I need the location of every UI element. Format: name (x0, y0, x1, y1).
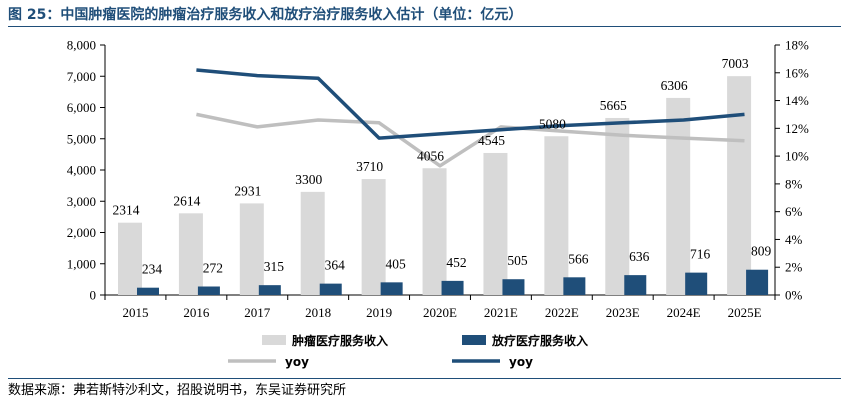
bar-tumor-revenue (422, 168, 447, 295)
label-tumor-revenue: 6306 (661, 78, 688, 93)
label-tumor-revenue: 4545 (478, 133, 505, 148)
x-tick-label: 2020E (423, 305, 457, 320)
bar-radiotherapy-revenue (380, 282, 403, 295)
bar-radiotherapy-revenue (502, 279, 525, 295)
bar-radiotherapy-revenue (137, 287, 159, 295)
line-yoy-tumor-revenue (196, 112, 745, 168)
x-tick-label: 2016 (183, 305, 210, 320)
line-yoy-radiotherapy-revenue (196, 68, 745, 140)
bar-tumor-revenue (666, 97, 691, 295)
bar-radiotherapy-revenue (746, 269, 769, 295)
right-tick-label: 2% (785, 260, 803, 275)
tumor-revenue-labels: 2314 2614 2931 3300 3710 4056 4545 5080 5665 6306… (113, 56, 749, 218)
legend-swatch-radiotherapy-revenue (462, 335, 486, 345)
x-tick-label: 2019 (366, 305, 392, 320)
label-radiotherapy-revenue: 364 (325, 258, 346, 273)
label-tumor-revenue: 2314 (113, 203, 140, 218)
x-tick-label: 2022E (545, 305, 579, 320)
bar-radiotherapy-revenue (197, 286, 220, 295)
bar-tumor-revenue (727, 76, 752, 295)
x-tick-label: 2015 (122, 305, 148, 320)
left-tick-label: 1,000 (67, 256, 96, 271)
label-radiotherapy-revenue: 405 (386, 256, 407, 271)
label-tumor-revenue: 3300 (295, 172, 322, 187)
source-note: 数据来源：弗若斯特沙利文，招股说明书，东吴证券研究所 (8, 378, 841, 403)
x-tick-label: 2017 (244, 305, 271, 320)
right-tick-label: 4% (785, 232, 803, 247)
bar-tumor-revenue (361, 179, 386, 295)
right-tick-label: 12% (785, 121, 809, 136)
left-tick-label: 7,000 (67, 69, 96, 84)
bar-radiotherapy-revenue (441, 280, 464, 295)
bar-tumor-revenue (239, 203, 264, 295)
left-tick-label: 2,000 (67, 225, 96, 240)
x-tick-label: 2025E (728, 305, 762, 320)
label-tumor-revenue: 5665 (600, 98, 627, 113)
bar-radiotherapy-revenue (685, 272, 708, 295)
label-radiotherapy-revenue: 272 (203, 261, 223, 276)
bar-radiotherapy-revenue (563, 277, 586, 295)
label-tumor-revenue: 2931 (234, 183, 261, 198)
left-y-axis: 0 1,000 2,000 3,000 4,000 5,000 6,000 7,000 8,00… (67, 38, 105, 303)
left-tick-label: 0 (90, 288, 97, 303)
yoy-lines (196, 68, 745, 168)
legend: 肿瘤医疗服务收入 放疗医疗服务收入 yoy yoy (228, 333, 588, 369)
bar-radiotherapy-revenue (319, 283, 342, 295)
chart: 0 1,000 2,000 3,000 4,000 5,000 6,000 7,000 8,00… (67, 38, 809, 370)
right-tick-label: 8% (785, 176, 803, 191)
bar-tumor-revenue (483, 152, 508, 295)
bar-radiotherapy-revenue (624, 275, 647, 295)
label-radiotherapy-revenue: 809 (751, 244, 772, 259)
x-axis: 2015 2016 2017 2018 2019 2020E 2021E 2022E 2023E… (104, 295, 776, 320)
radiotherapy-revenue-labels: 234 272 315 364 405 452 505 566 636 716 809 (142, 244, 772, 277)
series-tumor-revenue-bars (118, 76, 752, 295)
right-y-axis: 0% 2% 4% 6% 8% 10% 12% 14% 16% 18% (775, 38, 809, 303)
label-tumor-revenue: 5080 (539, 116, 566, 131)
left-tick-label: 4,000 (67, 163, 96, 178)
left-tick-label: 8,000 (67, 38, 96, 53)
figure-title: 图 25：中国肿瘤医院的肿瘤治疗服务收入和放疗治疗服务收入估计（单位：亿元） (8, 4, 841, 27)
label-tumor-revenue: 3710 (356, 159, 383, 174)
bar-tumor-revenue (118, 222, 142, 295)
bar-tumor-revenue (300, 191, 325, 295)
legend-swatch-tumor-revenue (262, 335, 286, 345)
bar-tumor-revenue (178, 213, 203, 295)
right-tick-label: 14% (785, 93, 809, 108)
left-tick-label: 5,000 (67, 131, 96, 146)
label-radiotherapy-revenue: 452 (446, 255, 466, 270)
legend-label-tumor-revenue: 肿瘤医疗服务收入 (292, 333, 388, 348)
label-radiotherapy-revenue: 315 (264, 259, 285, 274)
label-tumor-revenue: 2614 (173, 193, 200, 208)
label-tumor-revenue: 4056 (417, 148, 444, 163)
right-tick-label: 0% (785, 288, 803, 303)
x-tick-label: 2018 (305, 305, 331, 320)
right-tick-label: 6% (785, 204, 803, 219)
x-tick-label: 2021E (484, 305, 518, 320)
label-radiotherapy-revenue: 566 (568, 251, 589, 266)
left-tick-label: 6,000 (67, 100, 96, 115)
right-tick-label: 16% (785, 65, 809, 80)
left-tick-label: 3,000 (67, 194, 96, 209)
legend-label-yoy-blue: yoy (509, 355, 533, 369)
legend-label-radiotherapy-revenue: 放疗医疗服务收入 (491, 333, 588, 348)
bar-radiotherapy-revenue (258, 285, 281, 295)
series-radiotherapy-revenue-bars (137, 269, 769, 295)
label-radiotherapy-revenue: 636 (629, 249, 650, 264)
legend-label-yoy-grey: yoy (285, 355, 309, 369)
right-tick-label: 18% (785, 38, 809, 53)
label-radiotherapy-revenue: 234 (142, 262, 163, 277)
bar-tumor-revenue (544, 136, 569, 295)
bar-tumor-revenue (605, 117, 630, 295)
right-tick-label: 10% (785, 149, 809, 164)
label-tumor-revenue: 7003 (722, 56, 749, 71)
x-tick-label: 2023E (606, 305, 640, 320)
label-radiotherapy-revenue: 716 (690, 247, 711, 262)
label-radiotherapy-revenue: 505 (507, 253, 528, 268)
x-tick-label: 2024E (667, 305, 701, 320)
